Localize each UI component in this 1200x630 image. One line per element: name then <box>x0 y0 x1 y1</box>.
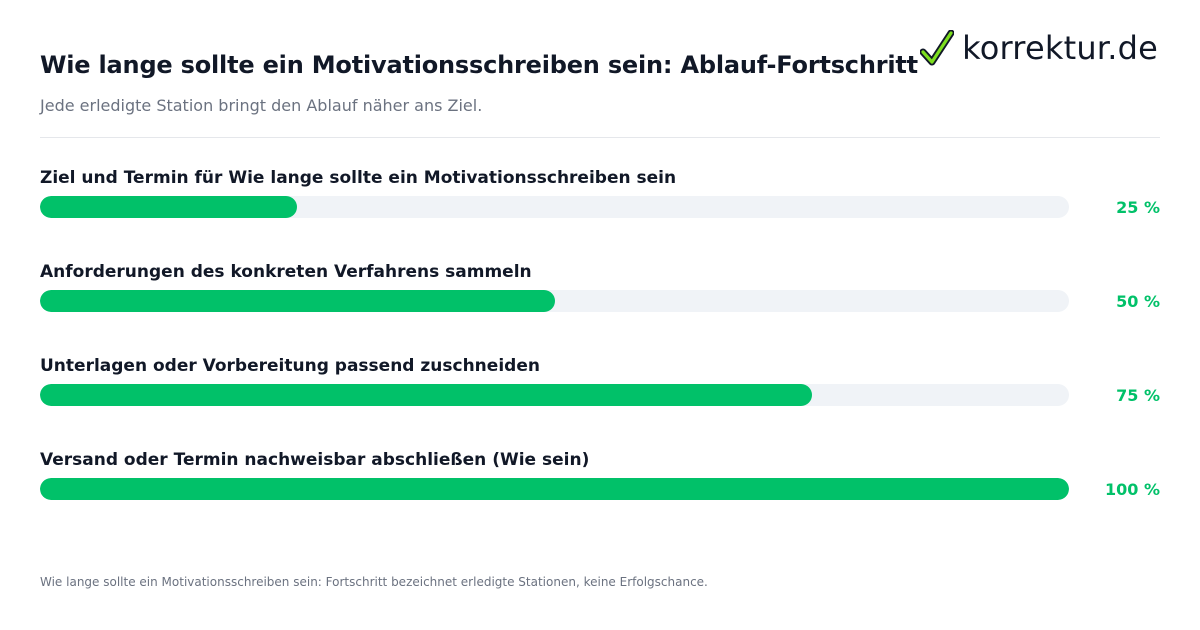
progress-value-label: 50 % <box>1116 292 1160 311</box>
progress-track <box>40 384 1069 406</box>
brand-logo: korrektur.de <box>920 30 1158 70</box>
progress-bar <box>40 290 555 312</box>
progress-track <box>40 478 1069 500</box>
progress-value-label: 25 % <box>1116 198 1160 217</box>
progress-row: Unterlagen oder Vorbereitung passend zus… <box>40 356 1160 426</box>
footnote: Wie lange sollte ein Motivationsschreibe… <box>40 575 708 589</box>
progress-value-label: 100 % <box>1105 480 1160 499</box>
progress-row: Versand oder Termin nachweisbar abschlie… <box>40 450 1160 520</box>
progress-bar <box>40 196 298 218</box>
checkmark-icon <box>920 30 955 66</box>
progress-row: Anforderungen des konkreten Verfahrens s… <box>40 262 1160 332</box>
row-label: Ziel und Termin für Wie lange sollte ein… <box>40 168 677 188</box>
progress-track <box>40 196 1069 218</box>
row-label: Anforderungen des konkreten Verfahrens s… <box>40 262 532 282</box>
progress-bar <box>40 384 812 406</box>
progress-track <box>40 290 1069 312</box>
row-label: Versand oder Termin nachweisbar abschlie… <box>40 450 590 470</box>
chart-title: Wie lange sollte ein Motivationsschreibe… <box>40 51 918 79</box>
progress-row: Ziel und Termin für Wie lange sollte ein… <box>40 168 1160 238</box>
progress-bar <box>40 478 1069 500</box>
chart-subtitle: Jede erledigte Station bringt den Ablauf… <box>40 96 483 115</box>
brand-name: korrektur.de <box>962 29 1158 67</box>
header-divider <box>40 137 1160 138</box>
row-label: Unterlagen oder Vorbereitung passend zus… <box>40 356 540 376</box>
progress-value-label: 75 % <box>1116 386 1160 405</box>
